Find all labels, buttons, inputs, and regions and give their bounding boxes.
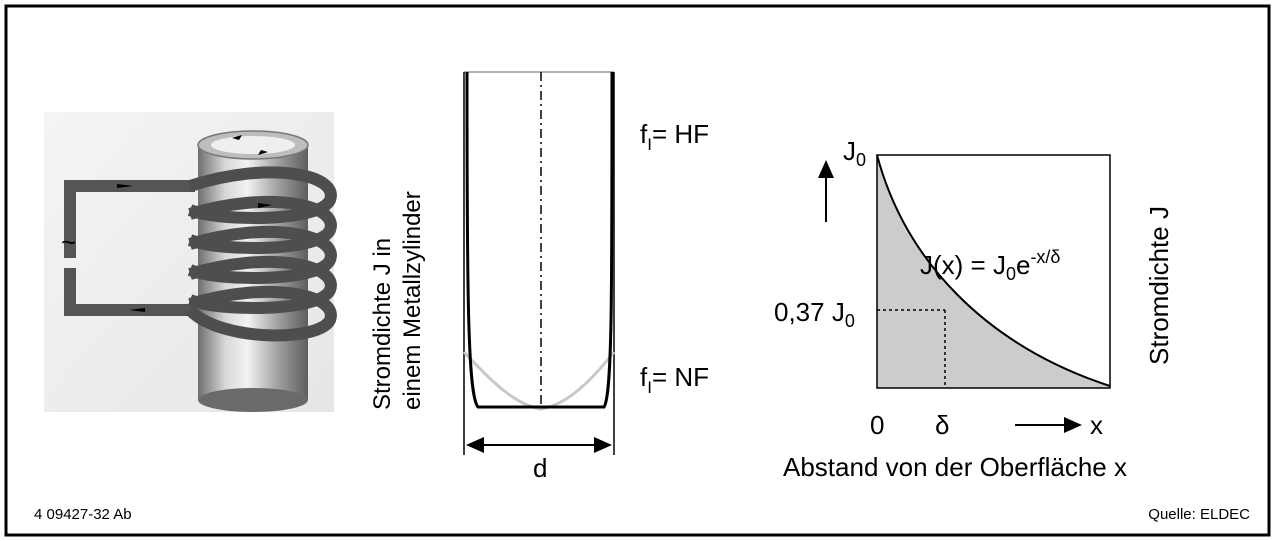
- x-arrow-right-icon: [1064, 417, 1082, 433]
- y-arrow-up-icon: [818, 160, 834, 178]
- diameter-arrowhead-left-icon: [466, 437, 484, 453]
- cylinder-top-face: [211, 136, 295, 154]
- induction-coil-illustration: ~: [44, 112, 337, 412]
- source-credit: Quelle: ELDEC: [1148, 506, 1250, 523]
- current-arrow-icon: [232, 135, 268, 155]
- coil-arrow-icon: [258, 203, 272, 208]
- tick-delta: δ: [935, 410, 949, 440]
- hf-current-curve: [465, 71, 614, 409]
- skin-effect-decay-figure: J0 0,37 J0 J(x) = J0e-x/δ Stromdichte J …: [774, 136, 1174, 482]
- cylinder-bottom: [198, 388, 308, 412]
- tick-zero: 0: [870, 410, 884, 440]
- decay-curve: [876, 154, 1111, 387]
- cylinder-current-density-figure: Stromdichte J in einem Metallzylinder d …: [369, 71, 709, 483]
- j037-label: 0,37 J0: [774, 297, 855, 331]
- nf-current-curve: [462, 350, 616, 411]
- cylinder-ylabel-line2: einem Metallzylinder: [399, 191, 426, 410]
- x-arrow-label: x: [1090, 410, 1103, 440]
- ac-source-symbol: ~: [61, 227, 76, 257]
- lead-wire-bottom: [64, 268, 195, 316]
- diameter-label: d: [533, 453, 547, 483]
- decay-xlabel: Abstand von der Oberfläche x: [783, 452, 1127, 482]
- wire-arrow-left-icon: [129, 308, 145, 312]
- wire-arrow-right-icon: [117, 184, 133, 188]
- cylinder-ylabel-line1: Stromdichte J in: [369, 238, 396, 410]
- decay-area-fill: [877, 155, 1110, 388]
- lead-wire-top: [64, 180, 195, 258]
- nf-label: fI= NF: [640, 362, 709, 397]
- decay-ylabel: Stromdichte J: [1144, 206, 1174, 365]
- decay-formula: J(x) = J0e-x/δ: [920, 247, 1060, 284]
- j0-top-label: J0: [843, 136, 866, 170]
- decay-plot-frame: [876, 154, 1111, 389]
- diameter-arrowhead-right-icon: [594, 437, 612, 453]
- figure-code: 4 09427-32 Ab: [34, 506, 132, 523]
- coil-windings: [185, 166, 337, 342]
- hf-label: fI= HF: [640, 119, 709, 154]
- outer-frame: [4, 4, 1271, 537]
